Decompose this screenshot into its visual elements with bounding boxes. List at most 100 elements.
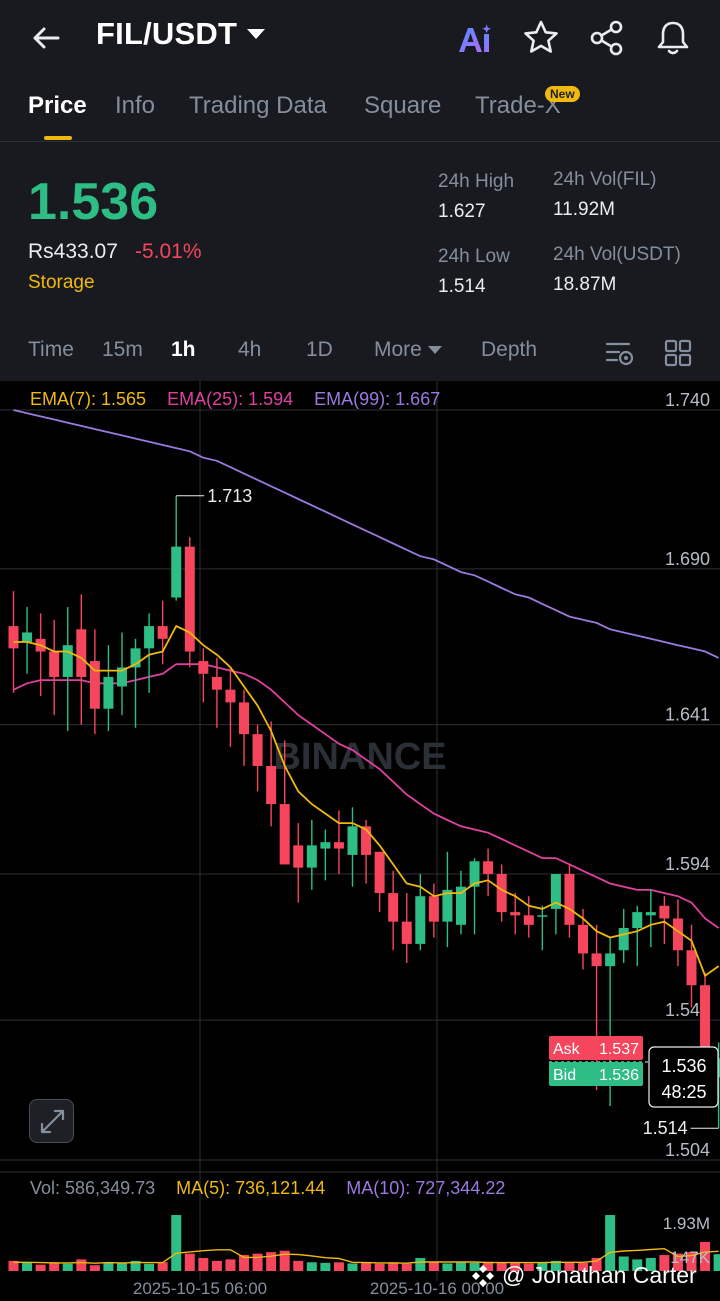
vol-ma10-label: MA(10): 727,344.22 xyxy=(346,1178,506,1198)
volume-legend: Vol: 586,349.73 MA(5): 736,121.44 MA(10)… xyxy=(30,1178,521,1199)
ema7-line xyxy=(13,624,720,978)
interval-1h[interactable]: 1h xyxy=(171,338,196,361)
volume-bar xyxy=(35,1264,46,1271)
ema7-label: EMA(7): 1.565 xyxy=(30,389,147,409)
bell-icon[interactable] xyxy=(653,18,693,58)
last-price-tag: 1.536 xyxy=(661,1056,706,1076)
vol-base-value: 11.92M xyxy=(553,199,615,220)
volume-bar xyxy=(645,1257,656,1271)
interval-more-label: More xyxy=(374,338,422,361)
volume-bar xyxy=(347,1263,358,1271)
volume-bar xyxy=(483,1261,494,1271)
volume-bar xyxy=(320,1262,331,1271)
volume-bar xyxy=(564,1262,575,1271)
share-icon[interactable] xyxy=(587,18,627,58)
tab-square[interactable]: Square xyxy=(364,92,442,119)
volume-bar xyxy=(686,1252,697,1271)
candle-body xyxy=(306,845,317,868)
volume-bar xyxy=(239,1255,250,1271)
candle-body xyxy=(469,861,480,887)
chevron-down-icon xyxy=(247,29,266,39)
candle-body xyxy=(361,826,372,855)
interval-depth[interactable]: Depth xyxy=(481,338,538,361)
candle-body xyxy=(632,912,643,929)
x-tick-label: 2025-10-16 00:00 xyxy=(370,1279,504,1298)
candle-body xyxy=(564,873,575,925)
candle-body xyxy=(130,648,141,668)
volume-bar xyxy=(713,1254,720,1271)
volume-bar xyxy=(89,1265,100,1271)
star-icon[interactable] xyxy=(521,18,561,58)
expand-icon xyxy=(40,1109,65,1134)
header-divider xyxy=(0,141,720,142)
max-price-label: 1.713 xyxy=(207,486,252,506)
candle-body xyxy=(76,629,87,677)
candlestick-chart[interactable]: 1.740 1.690 1.641 1.594 1.548 1.504 BINANCE 1.7… xyxy=(0,381,720,1301)
volume-bar xyxy=(605,1215,616,1271)
candle-body xyxy=(645,912,656,916)
interval-4h[interactable]: 4h xyxy=(238,338,262,361)
candle-body xyxy=(252,734,263,766)
volume-bar xyxy=(442,1263,453,1271)
x-tick-label: 2025-10-15 06:00 xyxy=(133,1279,267,1298)
interval-more[interactable]: More xyxy=(374,338,442,362)
ask-label: Ask xyxy=(553,1041,581,1058)
y-tick-label: 1.641 xyxy=(665,705,710,725)
y-tick-label: 1.504 xyxy=(665,1140,710,1160)
interval-1d[interactable]: 1D xyxy=(306,338,333,361)
volume-bar xyxy=(198,1257,209,1271)
candle-body xyxy=(333,842,344,849)
interval-bar: Time 15m 1h 4h 1D More Depth xyxy=(0,330,720,374)
candle-body xyxy=(116,667,127,687)
tab-price[interactable]: Price xyxy=(28,92,87,119)
high-label: 24h High xyxy=(438,171,515,192)
volume-bar xyxy=(415,1257,426,1271)
volume-bar xyxy=(130,1260,141,1271)
vol-label: Vol: 586,349.73 xyxy=(30,1178,156,1198)
volume-bar xyxy=(578,1262,589,1271)
candle-body xyxy=(510,912,521,916)
vol-quote-label: 24h Vol(USDT) xyxy=(553,244,681,265)
y-tick-label: 1.594 xyxy=(665,854,710,874)
candle-body xyxy=(62,645,73,677)
watermark: @ Jonathan Carter xyxy=(470,1262,697,1289)
interval-15m[interactable]: 15m xyxy=(102,338,143,361)
ask-badge xyxy=(549,1036,643,1060)
volume-bar xyxy=(62,1263,73,1271)
fullscreen-button[interactable] xyxy=(29,1099,74,1143)
volume-bar xyxy=(659,1255,670,1271)
candle-body xyxy=(198,661,209,674)
candle-body xyxy=(184,546,195,652)
volume-bar xyxy=(49,1262,60,1271)
volume-bar xyxy=(8,1260,19,1271)
ask-value: 1.537 xyxy=(599,1041,639,1058)
volume-axis-bottom: 147K xyxy=(670,1248,710,1267)
candle-body xyxy=(686,950,697,986)
candle-body xyxy=(157,626,168,639)
volume-bar xyxy=(510,1262,521,1271)
candle-body xyxy=(605,953,616,967)
ai-icon[interactable] xyxy=(455,18,495,58)
category-tag[interactable]: Storage xyxy=(28,272,95,293)
layout-grid-icon[interactable] xyxy=(663,338,693,368)
candle-body xyxy=(700,985,711,1078)
indicator-settings-icon[interactable] xyxy=(605,338,635,368)
chart-area[interactable] xyxy=(0,381,720,1301)
tab-trading-data[interactable]: Trading Data xyxy=(189,92,327,119)
candle-body xyxy=(659,905,670,919)
candle-body xyxy=(591,953,602,967)
last-price-box xyxy=(648,1046,719,1108)
candle-body xyxy=(266,765,277,805)
y-tick-label: 1.690 xyxy=(665,549,710,569)
interval-time[interactable]: Time xyxy=(28,338,74,361)
tab-info[interactable]: Info xyxy=(115,92,156,119)
binance-watermark: BINANCE xyxy=(273,736,446,778)
candle-body xyxy=(455,886,466,925)
volume-bar xyxy=(333,1262,344,1271)
bid-badge xyxy=(549,1062,643,1086)
candle-body xyxy=(523,915,534,925)
volume-bar xyxy=(279,1250,290,1271)
pair-selector[interactable]: FIL/USDT xyxy=(96,16,266,52)
candle-body xyxy=(171,546,182,598)
back-arrow-icon[interactable] xyxy=(28,20,64,56)
